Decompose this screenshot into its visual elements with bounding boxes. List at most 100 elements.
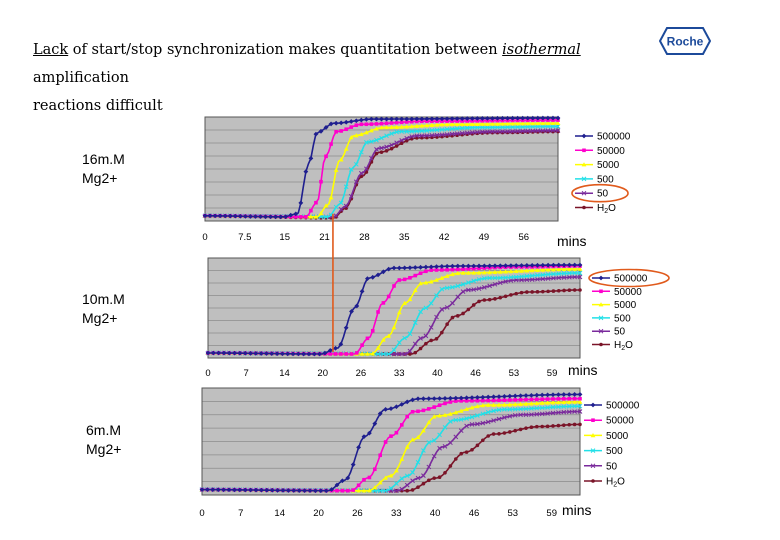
point-marker: [437, 445, 442, 451]
point-marker: [373, 467, 377, 472]
series-500000: [202, 115, 561, 220]
point-marker: [397, 278, 402, 282]
point-marker: [329, 487, 334, 492]
point-marker: [431, 453, 437, 459]
title-text-2: amplification: [33, 70, 129, 86]
point-marker: [414, 128, 420, 134]
point-marker: [399, 476, 405, 481]
point-marker: [333, 345, 338, 351]
point-marker: [459, 125, 465, 131]
point-marker: [486, 398, 490, 403]
point-marker: [296, 488, 302, 493]
legend-item: H2O: [592, 340, 633, 352]
point-marker: [519, 263, 524, 268]
point-marker: [399, 486, 405, 492]
point-marker: [369, 155, 374, 161]
x-tick-label: 40: [432, 368, 443, 379]
point-marker: [295, 351, 301, 357]
legend-label: 500: [597, 174, 614, 185]
point-marker: [404, 124, 410, 129]
point-marker: [207, 213, 213, 219]
point-marker: [534, 392, 540, 398]
title-text-1: of start/stop synchronization makes quan…: [68, 42, 503, 58]
point-marker: [323, 214, 329, 220]
point-marker: [540, 424, 544, 429]
point-marker: [380, 337, 386, 342]
point-marker: [572, 403, 577, 409]
point-marker: [535, 267, 540, 272]
point-marker: [407, 348, 413, 354]
point-marker: [444, 305, 450, 310]
point-marker: [303, 169, 309, 174]
point-marker: [572, 396, 577, 401]
point-marker: [550, 400, 556, 405]
title-word-lack: Lack: [33, 42, 69, 58]
point-marker: [523, 393, 529, 398]
legend-item: 500000: [592, 274, 648, 285]
point-marker: [491, 398, 496, 403]
chart-16mm: 0 7.5 15 21 28 35 42 49 56 mins 16m.M Mg2+ 50000…: [82, 115, 631, 249]
point-marker: [519, 274, 524, 279]
point-marker: [363, 117, 369, 122]
point-marker: [409, 119, 414, 124]
point-marker: [485, 402, 491, 407]
point-marker: [365, 351, 370, 356]
series-500000: [199, 392, 583, 494]
point-marker: [247, 214, 253, 219]
legend-label: 50000: [606, 416, 634, 427]
point-marker: [323, 203, 329, 208]
plot-frame: [201, 387, 581, 496]
point-marker: [572, 266, 578, 271]
point-marker: [519, 268, 524, 273]
point-marker: [476, 263, 482, 269]
point-marker: [464, 395, 469, 401]
point-marker: [450, 271, 455, 277]
x-tick-label: 59: [546, 508, 557, 519]
point-marker: [421, 481, 426, 486]
point-marker: [379, 125, 384, 130]
point-marker: [464, 423, 469, 429]
point-marker: [293, 211, 299, 217]
point-marker: [500, 129, 505, 134]
point-marker: [440, 268, 444, 272]
point-marker: [459, 399, 463, 403]
point-marker: [419, 123, 425, 128]
point-marker: [426, 440, 432, 445]
point-marker: [419, 133, 425, 139]
point-marker: [539, 392, 545, 398]
point-marker: [550, 120, 556, 126]
condition-line-1: 16m.M: [82, 151, 125, 167]
point-marker: [572, 262, 578, 268]
point-marker: [481, 438, 485, 443]
point-marker: [510, 121, 516, 126]
x-tick-label: 14: [274, 508, 285, 519]
point-marker: [535, 276, 540, 282]
point-marker: [495, 129, 500, 134]
condition-line-2: Mg2+: [86, 441, 121, 457]
point-marker: [434, 264, 439, 270]
point-marker: [386, 351, 392, 357]
point-marker: [410, 488, 415, 492]
point-marker: [202, 213, 208, 219]
legend-item: 5000: [584, 431, 629, 442]
point-marker: [524, 426, 528, 430]
point-marker: [481, 270, 487, 275]
point-marker: [529, 273, 535, 279]
point-marker: [293, 215, 298, 219]
point-marker: [333, 352, 338, 356]
point-marker: [476, 286, 482, 291]
point-marker: [443, 401, 447, 406]
legend-item: 5000: [575, 160, 620, 171]
title-text-3: reactions difficult: [33, 98, 163, 114]
point-marker: [374, 137, 379, 143]
point-marker: [444, 116, 450, 122]
point-marker: [572, 274, 578, 280]
point-marker: [278, 214, 284, 220]
point-marker: [259, 487, 264, 493]
point-marker: [464, 116, 470, 121]
point-marker: [551, 275, 556, 281]
point-marker: [535, 128, 541, 134]
point-marker: [572, 392, 577, 397]
point-marker: [577, 274, 583, 280]
x-tick-label: 21: [319, 232, 330, 243]
